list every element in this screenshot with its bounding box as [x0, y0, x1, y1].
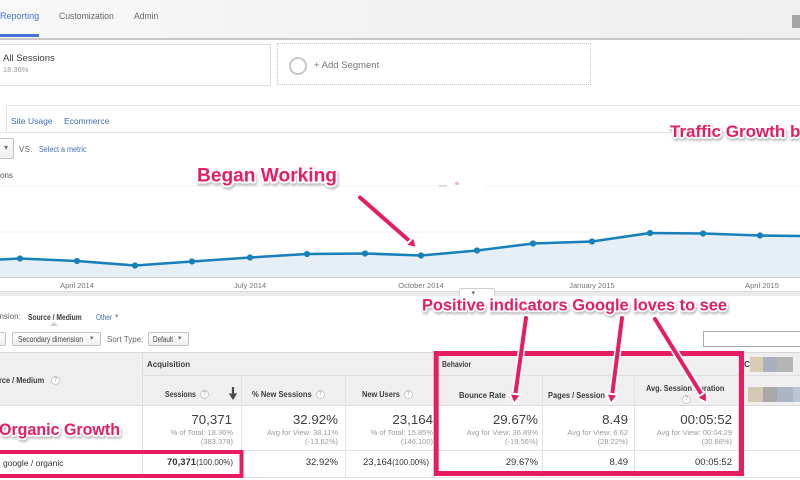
- svg-text:Traffic Growth by S: Traffic Growth by S: [670, 122, 800, 141]
- svg-text:Began Working: Began Working: [197, 166, 337, 187]
- svg-text:Positive indicators Google lov: Positive indicators Google loves to see: [422, 296, 727, 315]
- svg-text:Organic Growth: Organic Growth: [0, 420, 120, 439]
